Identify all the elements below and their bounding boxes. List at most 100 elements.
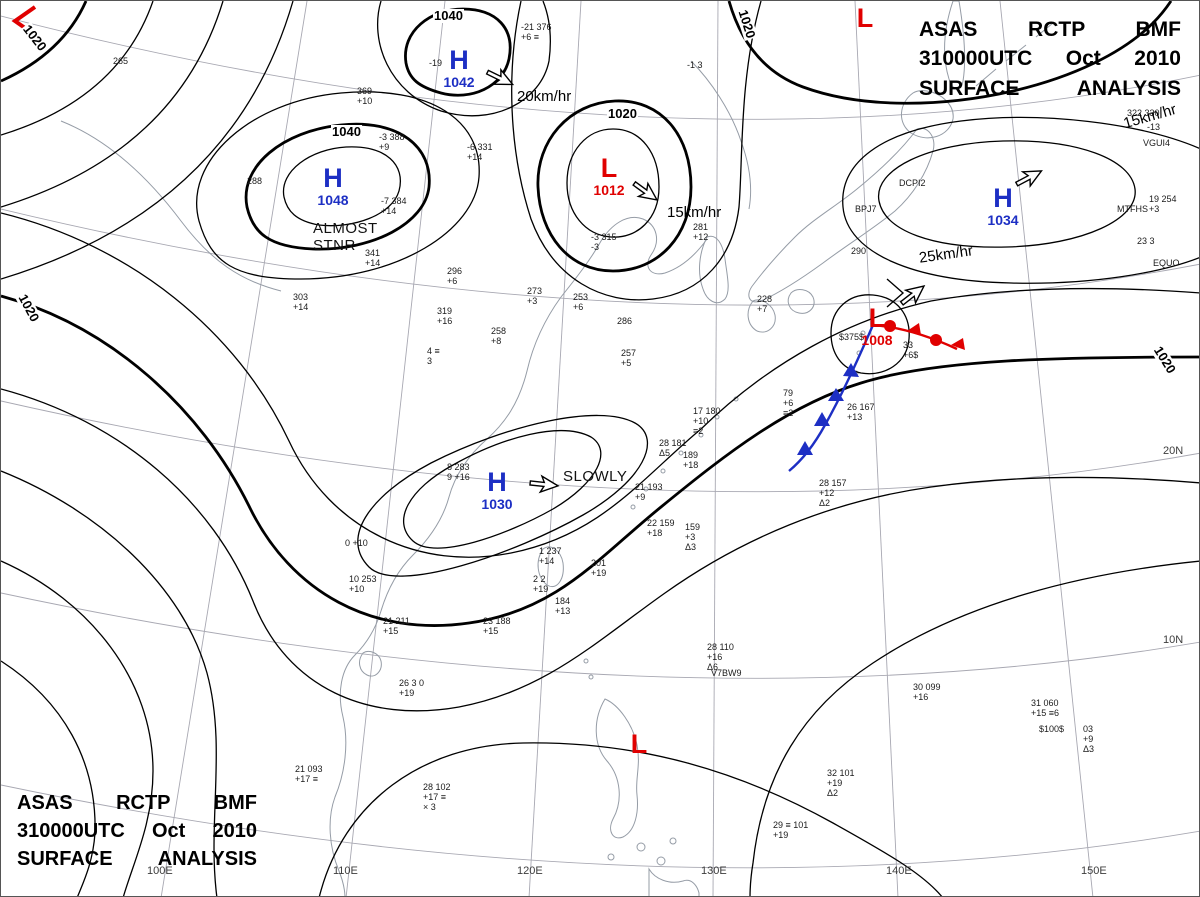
coast-luzon: [595, 698, 639, 839]
cold-front-triangle: [828, 388, 844, 401]
station-annotation: 79 +6 ≡2: [783, 388, 794, 418]
isobar-1040: [244, 122, 431, 251]
motion-speed-label: 25km/hr: [917, 242, 975, 267]
movement-arrow: [899, 285, 926, 306]
coast-japan-honshu: [748, 127, 935, 303]
station-annotation: -19: [429, 58, 443, 68]
station-annotation: 0 +10: [345, 538, 368, 548]
station-annotation: 28 157 +12 Δ2: [819, 478, 847, 508]
station-annotation: 288: [247, 176, 263, 186]
valid-time: 310000UTC Oct 2010: [17, 820, 257, 842]
station-annotation: 265: [113, 56, 129, 66]
station-annotation: 10 253 +10: [349, 574, 377, 594]
pressure-center-letter: H: [993, 183, 1013, 213]
pressure-center-letter: L: [856, 3, 874, 33]
coast-hainan: [359, 650, 382, 677]
pressure-center-value: 1034: [987, 212, 1019, 228]
coastlines: [60, 1, 1054, 896]
coast-taiwan: [537, 546, 564, 587]
grid-latitude-label: 10N: [1163, 634, 1184, 646]
isobar-label: 1020: [14, 291, 43, 326]
station-annotation: -1 3: [687, 60, 703, 70]
high-pressure-center: H 1048: [303, 163, 363, 209]
station-annotation: 369 +10: [357, 86, 373, 106]
pressure-center-letter: H: [449, 45, 469, 75]
pressure-center-value: 1042: [443, 74, 475, 90]
station-annotation: 296 +6: [447, 266, 463, 286]
grid-longitude-label: 140E: [886, 865, 912, 877]
title-block-bottom-left: ASAS RCTP BMF 310000UTC Oct 2010 SURFACE…: [17, 789, 257, 873]
station-annotation: 4 ≡ 3: [427, 346, 440, 366]
coast-mindanao: [648, 867, 700, 896]
grid-longitude-label: 110E: [333, 865, 358, 877]
station-annotation: 1 237 +14: [539, 546, 562, 566]
station-annotation: -21 376 +6 ≡: [521, 22, 552, 42]
station-annotation: 17 180 +10 ≡2: [693, 406, 721, 436]
station-annotation: 290: [851, 246, 867, 256]
cold-front: [788, 324, 875, 472]
station-annotation: 31 060 +15 ≡6: [1031, 698, 1060, 718]
coast-sakhalin: [944, 1, 966, 90]
movement-note-label: ALMOST STNR: [313, 220, 378, 254]
isobar-label: 1020: [607, 106, 638, 122]
station-annotation: 319 +16: [437, 306, 453, 326]
isobar-1020: [1, 294, 1199, 627]
coast-kurils: [975, 22, 1054, 87]
isobar-label: 1020: [734, 7, 759, 42]
low-pressure-center: L: [609, 731, 669, 758]
coast-kyushu: [747, 299, 776, 333]
coast-yellow-sea: [560, 217, 708, 298]
station-annotation: 26 3 0 +19: [399, 678, 425, 698]
station-annotation: -7 384 +14: [381, 196, 407, 216]
station-annotation: 21 093 +17 ≡: [295, 764, 323, 784]
grid-latitude-label: 20N: [1163, 445, 1184, 457]
isobar-1020: [727, 1, 1173, 105]
station-annotation: -6 331 +14: [467, 142, 493, 162]
pressure-center-letter: H: [487, 467, 507, 497]
station-annotation: V7BW9: [711, 668, 742, 678]
low-pressure-center: L 1012: [579, 155, 639, 199]
isobar-1020: [536, 99, 693, 273]
coast-okhotsk: [690, 60, 752, 210]
station-annotation: 253 +6: [573, 292, 589, 312]
motion-speed-label: 15km/hr: [667, 204, 722, 221]
isobar-label: 1040: [331, 124, 362, 140]
station-annotation: -3 388 +9: [379, 132, 405, 152]
chart-type: SURFACE ANALYSIS: [919, 76, 1181, 100]
station-annotation: 303 +14: [293, 292, 309, 312]
station-annotation: $100$: [1039, 724, 1065, 734]
station-annotation: 258 +8: [491, 326, 507, 346]
station-annotation: MTFHS: [1117, 204, 1148, 214]
isobar-1020: [1, 1, 88, 83]
cold-front-triangle: [843, 363, 859, 377]
movement-arrow: [1014, 170, 1043, 188]
pressure-center-letter: L: [868, 303, 886, 333]
high-pressure-center: H 1030: [467, 467, 527, 513]
station-annotation: 159 +3 Δ3: [685, 522, 701, 552]
station-annotation: 19 254 +3: [1149, 194, 1177, 214]
station-annotation: 32 101 +19 Δ2: [827, 768, 855, 798]
chart-type: SURFACE ANALYSIS: [17, 848, 257, 870]
isobar-label: 1020: [19, 21, 50, 55]
movement-arrows: [485, 67, 1043, 494]
station-annotation: 26 167 +13: [847, 402, 875, 422]
station-annotation: 21 193 +9: [635, 482, 663, 502]
warm-front-semicircle: [884, 320, 896, 332]
station-annotation: VGUI4: [1143, 138, 1171, 148]
station-annotation: 8 283 9 +16: [447, 462, 470, 482]
station-annotation: 29 ≡ 101 +19: [773, 820, 809, 840]
station-annotation: 2 2 +19: [533, 574, 549, 594]
station-annotation: DCPI2: [899, 178, 926, 188]
warm-front-triangle: [951, 338, 965, 350]
station-annotation: 28 102 +17 ≡ × 3: [423, 782, 451, 812]
station-annotation: EQUO: [1153, 258, 1180, 268]
title-block-top-right: ASAS RCTP BMF 310000UTC Oct 2010 SURFACE…: [919, 15, 1181, 103]
station-annotation: 273 +3: [527, 286, 543, 306]
movement-arrow: [529, 474, 560, 494]
pressure-center-letter: H: [323, 163, 343, 193]
coast-shikoku: [787, 289, 815, 314]
station-annotation: 22 159 +18: [647, 518, 675, 538]
coast-siberia: [60, 120, 282, 292]
